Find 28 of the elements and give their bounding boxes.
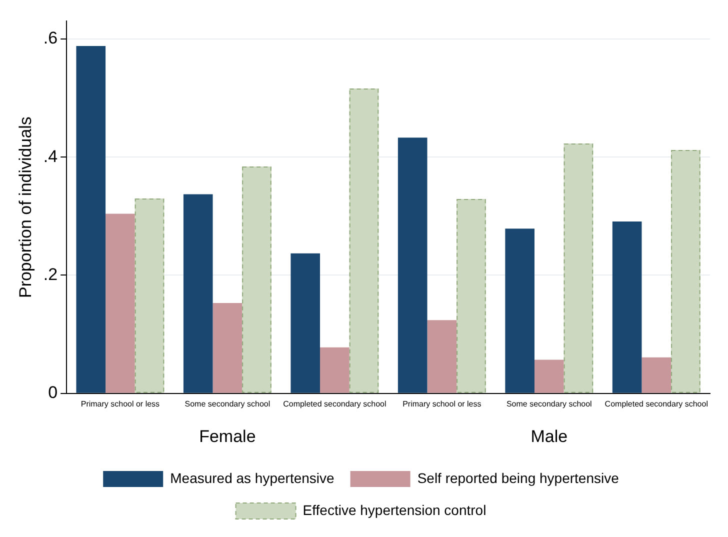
bar	[642, 357, 672, 393]
x-tick-label: Primary school or less	[402, 399, 482, 408]
bar	[212, 303, 242, 393]
y-axis-title: Proportion of individuals	[16, 116, 35, 298]
legend-label: Effective hypertension control	[302, 502, 486, 518]
bar	[76, 46, 106, 393]
x-tick-label: Completed secondary school	[604, 399, 708, 408]
y-tick-label: 0	[48, 383, 58, 402]
bar	[534, 360, 564, 393]
y-tick-label: .4	[43, 146, 58, 166]
bar	[183, 194, 213, 393]
x-tick-label: Some secondary school	[184, 399, 270, 408]
x-tick-label: Some secondary school	[506, 399, 592, 408]
y-tick-label: .6	[43, 28, 58, 48]
bar	[290, 253, 320, 393]
legend-label: Self reported being hypertensive	[417, 470, 620, 486]
x-tick-label: Primary school or less	[80, 399, 160, 408]
bar	[427, 320, 457, 393]
x-tick-label: Completed secondary school	[283, 399, 386, 408]
y-tick-label: .2	[43, 264, 58, 284]
legend-label: Measured as hypertensive	[170, 470, 335, 486]
bar	[398, 138, 428, 393]
bar	[612, 221, 642, 393]
bar	[320, 347, 350, 393]
text: Female	[199, 427, 256, 446]
bar	[106, 214, 135, 393]
text: Male	[530, 427, 568, 446]
bar	[505, 228, 534, 393]
